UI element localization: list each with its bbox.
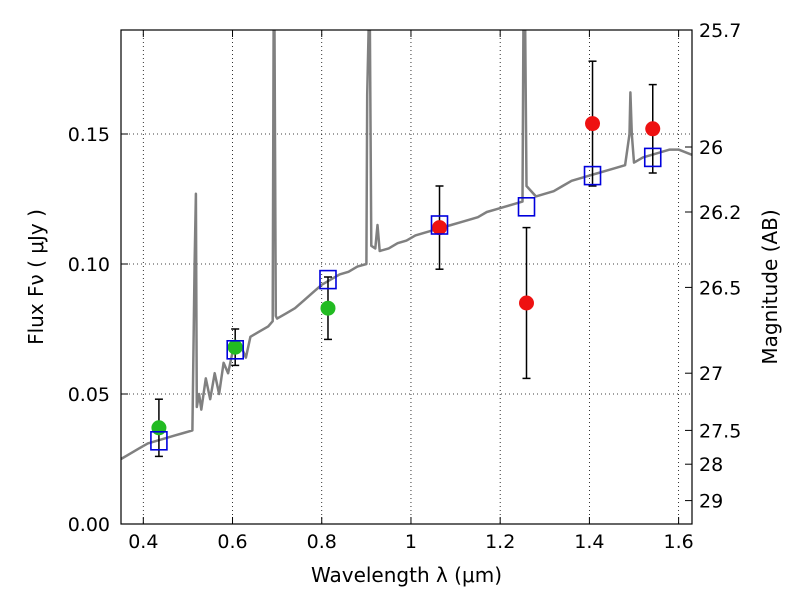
x-tick-label: 0.4	[128, 531, 158, 553]
model-point-square	[319, 269, 337, 290]
model-spectrum	[121, 30, 692, 461]
y-tick-label: 0.05	[68, 384, 110, 406]
model-point-square	[226, 339, 244, 360]
model-point-square	[150, 430, 168, 451]
y-tick-label: 0.15	[68, 124, 110, 146]
model-point-square	[583, 165, 602, 186]
error-bars	[154, 60, 657, 458]
model-point-square	[430, 215, 449, 235]
right-tick-label: 28	[699, 454, 723, 476]
x-axis-title: Wavelength λ (μm)	[311, 563, 502, 587]
data-markers	[150, 116, 662, 451]
data-point-circle	[320, 300, 336, 316]
data-point-circle	[518, 295, 534, 311]
data-point-circle	[227, 339, 243, 355]
right-tick-label: 27	[699, 363, 723, 385]
right-tick-label: 27.5	[699, 420, 741, 442]
right-tick-label: 26	[699, 137, 723, 159]
right-axis-title: Magnitude (AB)	[758, 209, 782, 364]
model-point-square	[643, 147, 662, 168]
data-point-circle	[645, 121, 661, 137]
x-tick-label: 0.8	[307, 531, 337, 553]
right-tick-label: 29	[699, 491, 723, 513]
axis-labels: 0.4 0.6 0.8 1 1.2 1.4 1.6 0.00 0.05 0.10 0.15 25.7 2…	[24, 20, 782, 587]
x-tick-label: 1	[405, 531, 417, 553]
data-point-circle	[151, 420, 167, 436]
y-tick-label: 0.00	[68, 514, 110, 536]
right-tick-label: 25.7	[699, 20, 741, 42]
x-tick-label: 0.6	[217, 531, 247, 553]
axes	[120, 29, 693, 525]
x-tick-label: 1.2	[485, 531, 515, 553]
data-point-circle	[432, 220, 448, 236]
plot-frame	[120, 29, 693, 525]
model-point-square	[517, 197, 536, 217]
y-axis-title: Flux Fν ( μJy )	[24, 209, 48, 345]
right-tick-label: 26.2	[699, 202, 741, 224]
grid	[121, 30, 692, 525]
x-tick-label: 1.6	[664, 531, 694, 553]
right-tick-label: 26.5	[699, 277, 741, 299]
y-tick-label: 0.10	[68, 254, 110, 276]
model-spectrum-line	[121, 30, 692, 461]
x-tick-label: 1.4	[574, 531, 604, 553]
data-point-circle	[585, 116, 601, 132]
